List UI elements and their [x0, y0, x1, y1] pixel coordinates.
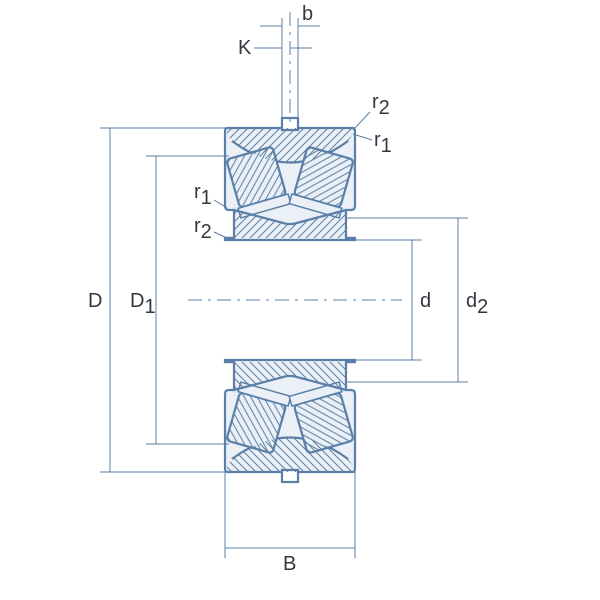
label-r2-outer-top: r2	[353, 91, 390, 130]
dim-D	[100, 128, 225, 472]
label-r1-outer-top: r1	[353, 129, 392, 157]
label-r1-inner-top: r1	[194, 181, 227, 209]
dim-B	[225, 472, 355, 558]
svg-text:r2: r2	[372, 91, 390, 119]
label-b: b	[302, 3, 313, 25]
bearing-lower-half	[224, 360, 355, 482]
label-K: K	[238, 37, 252, 59]
label-d: d	[420, 290, 431, 312]
label-D1: D1	[130, 290, 156, 318]
svg-text:r1: r1	[194, 181, 212, 209]
svg-text:r2: r2	[194, 215, 212, 243]
label-d2: d2	[466, 290, 488, 318]
label-B: B	[283, 553, 296, 575]
svg-text:r1: r1	[374, 129, 392, 157]
label-r2-inner-top: r2	[194, 215, 227, 243]
bearing-cross-section-diagram: D D1 d d2 B b K r	[0, 0, 600, 600]
label-D: D	[88, 290, 102, 312]
bearing-upper-half	[224, 118, 355, 240]
dim-D1	[146, 156, 229, 444]
